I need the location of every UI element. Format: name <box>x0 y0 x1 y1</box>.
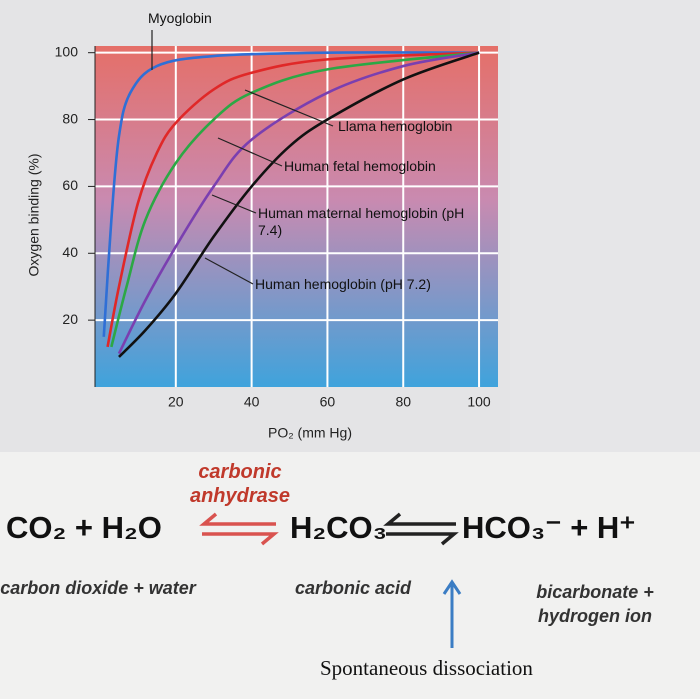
curve <box>118 51 480 358</box>
acid-desc: carbonic acid <box>294 578 412 598</box>
x-tick-label: 60 <box>320 394 336 410</box>
y-tick-label: 80 <box>62 110 78 126</box>
arrows-dark <box>383 512 459 546</box>
carbonic-acid-formula: H₂CO₃ <box>290 510 387 545</box>
series-label: Myoglobin <box>148 10 212 26</box>
reactants: CO₂ + H₂O <box>6 510 162 545</box>
plot-area <box>95 46 498 387</box>
series-label: Llama hemoglobin <box>338 118 453 134</box>
products-desc: bicarbonate + hydrogen ion <box>536 582 654 626</box>
leader-line <box>204 257 254 285</box>
up-arrow <box>442 579 462 648</box>
y-tick-label: 60 <box>62 177 78 193</box>
equation-panel: carbonic anhydrase CO₂ + H₂O H₂CO₃ HCO₃⁻… <box>0 452 700 699</box>
x-tick-label: 40 <box>244 394 260 410</box>
y-tick-label: 40 <box>62 244 78 260</box>
curve <box>110 51 480 348</box>
enzyme-label: carbonic anhydrase <box>189 461 291 507</box>
chart: Oxygen binding (%) PO₂ (mm Hg) 20 40 60 80 1… <box>0 0 510 452</box>
series-label: Human hemoglobin (pH 7.2) <box>255 276 431 292</box>
series-label: Human maternal hemoglobin (pH 7.4) <box>258 205 465 238</box>
y-tick-label: 20 <box>62 311 78 327</box>
note: Spontaneous dissociation <box>320 656 533 680</box>
leader-line <box>244 89 334 127</box>
arrows-red <box>199 512 279 546</box>
x-axis-label: PO₂ (mm Hg) <box>268 425 352 441</box>
leader-line <box>217 137 283 167</box>
leader-line <box>211 194 257 214</box>
products: HCO₃⁻ + H⁺ <box>462 510 636 545</box>
y-tick-label: 100 <box>55 43 79 59</box>
reactants-desc: carbon dioxide + water <box>0 578 196 598</box>
x-tick-label: 100 <box>467 394 491 410</box>
y-axis-label: Oxygen binding (%) <box>26 154 42 277</box>
curve <box>117 51 480 355</box>
curve <box>106 51 480 348</box>
curve <box>102 51 480 337</box>
x-tick-label: 20 <box>168 394 184 410</box>
x-tick-label: 80 <box>395 394 411 410</box>
series-label: Human fetal hemoglobin <box>284 158 436 174</box>
